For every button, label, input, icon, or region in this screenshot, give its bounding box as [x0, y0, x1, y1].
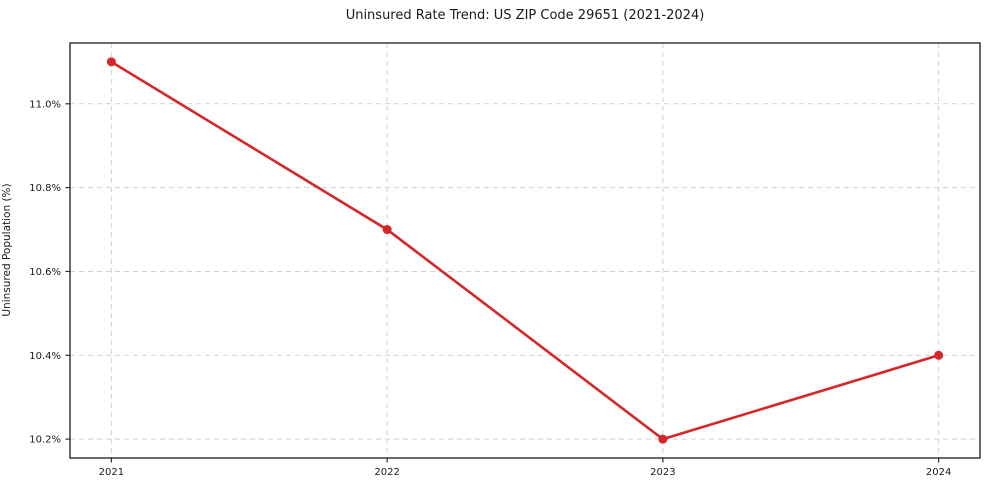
data-point-marker: [934, 350, 944, 360]
y-tick-label: 10.8%: [29, 183, 61, 194]
chart-title: Uninsured Rate Trend: US ZIP Code 29651 …: [345, 8, 705, 23]
x-tick-label: 2022: [374, 467, 399, 478]
y-tick-label: 10.4%: [29, 351, 61, 362]
data-point-marker: [658, 434, 668, 444]
trend-line: [110, 60, 940, 441]
plot-frame: [69, 42, 981, 459]
x-tick-label: 2021: [99, 467, 124, 478]
data-point-marker: [106, 57, 116, 67]
x-tick-label: 2023: [650, 467, 675, 478]
y-tick-label: 11.0%: [29, 99, 61, 110]
x-tick-label: 2024: [926, 467, 951, 478]
y-tick-label: 10.2%: [29, 435, 61, 446]
y-tick-label: 10.6%: [29, 267, 61, 278]
data-point-marker: [382, 225, 392, 235]
